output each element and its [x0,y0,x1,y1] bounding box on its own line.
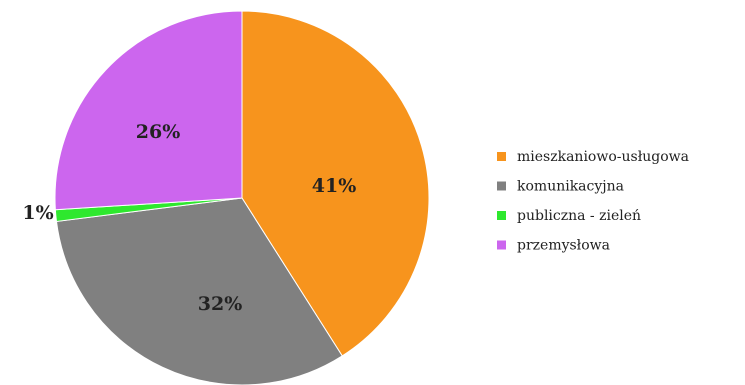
pie-slice-1 [55,197,343,385]
pie-slice-3 [54,10,243,211]
legend-swatch-2 [497,211,506,220]
legend-label-0: mieszkaniowo-usługowa [517,149,689,165]
legend-swatch-1 [497,181,506,191]
legend-label-3: przemysłowa [517,238,610,254]
pie-slice-0 [241,10,430,357]
slice-label-0: 41% [312,175,357,197]
pie-slices [54,10,430,385]
legend-swatch-0 [497,152,506,161]
legend-label-2: publiczna - zieleń [517,208,641,224]
legend-swatch-3 [497,240,506,250]
pie-slice-labels: 41% 32% 1% 26% [22,121,356,315]
legend-label-1: komunikacyjna [517,179,624,195]
slice-label-1: 32% [198,293,243,315]
slice-label-2: 1% [22,202,53,224]
legend: mieszkaniowo-usługowa komunikacyjna public… [497,149,689,254]
slice-label-3: 26% [136,121,181,143]
